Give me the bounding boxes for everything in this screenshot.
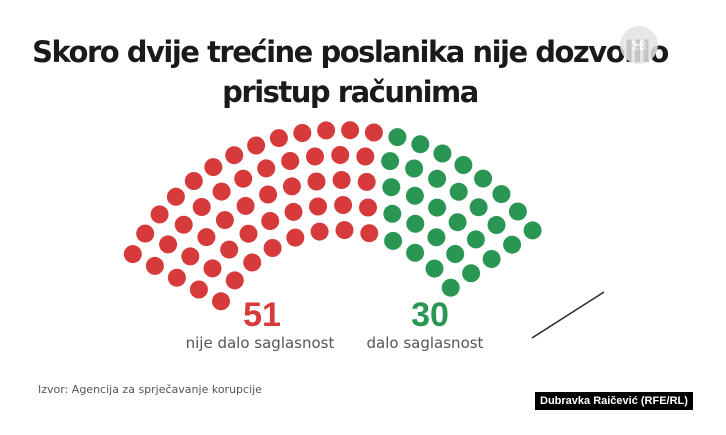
seat-dot	[359, 198, 377, 217]
seat-dot	[492, 185, 511, 204]
seat-dot	[284, 202, 303, 221]
seat-dot	[286, 228, 305, 247]
seat-dot	[487, 216, 506, 234]
seat-dot	[360, 224, 379, 243]
seat-dot	[332, 171, 351, 189]
seat-dot	[425, 259, 444, 278]
seat-dot	[136, 224, 155, 243]
seat-dot	[145, 256, 164, 275]
seat-dot	[236, 196, 255, 215]
seat-dot	[212, 182, 231, 201]
seat-dot	[197, 228, 216, 247]
for-count: 30	[411, 296, 449, 334]
seat-dot	[247, 136, 266, 155]
seat-dot	[307, 172, 326, 191]
seat-dot	[523, 221, 542, 240]
seat-dot	[166, 187, 185, 206]
seat-dot	[204, 158, 223, 177]
seat-dot	[174, 215, 193, 234]
seat-dot	[383, 204, 402, 223]
seat-dot	[356, 147, 375, 166]
seat-dot	[189, 280, 208, 299]
seat-dot	[381, 152, 400, 171]
seat-dot	[462, 264, 481, 283]
seat-dot	[411, 135, 430, 154]
seat-dot	[123, 245, 142, 264]
seat-dot	[309, 197, 327, 216]
seat-dot	[334, 196, 353, 214]
seat-dot	[405, 186, 424, 205]
seat-dot	[212, 292, 230, 311]
seat-dot	[406, 243, 425, 262]
seat-dot	[474, 169, 493, 188]
divider-line	[531, 291, 605, 339]
seat-dot	[449, 182, 468, 201]
seat-dot	[357, 172, 376, 191]
badge-icon: 18	[620, 26, 658, 64]
against-label: nije dalo saglasnost	[185, 334, 335, 352]
seat-dot	[405, 159, 424, 178]
seat-dot	[331, 146, 350, 164]
seat-dot	[317, 121, 336, 140]
seat-dot	[466, 230, 485, 249]
seat-dot	[243, 253, 262, 272]
seat-dot	[181, 247, 200, 266]
seat-dot	[293, 124, 312, 142]
chart-title-line-1: Skoro dvije trećine poslanika nije dozvo…	[32, 35, 669, 69]
seat-dot	[203, 259, 222, 278]
seat-dot	[335, 221, 354, 240]
seat-dot	[448, 213, 467, 232]
seat-dot	[220, 240, 239, 259]
chart-title-line-2: pristup računima	[222, 75, 479, 109]
seat-dot	[215, 211, 234, 230]
seat-dot	[508, 202, 527, 221]
seat-dot	[446, 245, 465, 263]
seat-dot	[384, 231, 403, 250]
seat-dot	[259, 185, 278, 204]
seat-dot	[364, 123, 383, 142]
seat-dot	[503, 235, 522, 254]
seat-dot	[159, 235, 178, 254]
seat-dot	[441, 278, 460, 297]
seat-dot	[482, 250, 501, 268]
seat-dot	[261, 212, 280, 230]
seat-dot	[406, 214, 425, 233]
seat-dot	[263, 239, 282, 257]
seat-dot	[167, 268, 186, 287]
seat-dot	[388, 128, 407, 147]
seat-dot	[269, 129, 288, 148]
seat-dot	[257, 159, 276, 178]
seat-dot	[306, 147, 324, 166]
against-count: 51	[243, 296, 281, 334]
seat-dot	[281, 152, 300, 170]
seat-dot	[150, 205, 169, 224]
seat-dot	[225, 146, 244, 165]
credit-label: Dubravka Raičević (RFE/RL)	[535, 392, 693, 410]
seat-dot	[454, 156, 473, 174]
seat-dot	[341, 121, 360, 140]
seat-dot	[433, 144, 452, 163]
seat-dot	[428, 198, 447, 217]
seat-dot	[192, 198, 211, 216]
for-label: dalo saglasnost	[366, 334, 484, 352]
seat-dot	[225, 271, 244, 290]
seat-dot	[184, 172, 203, 190]
source-note: Izvor: Agencija za sprječavanje korupcij…	[38, 383, 262, 396]
seat-dot	[239, 224, 258, 243]
seat-dot	[427, 228, 446, 247]
seat-dot	[310, 222, 329, 241]
seat-dot	[234, 169, 253, 188]
seat-dot	[469, 198, 488, 217]
seat-dot	[428, 169, 447, 188]
seat-dot	[382, 178, 401, 197]
seat-dot	[282, 177, 301, 196]
